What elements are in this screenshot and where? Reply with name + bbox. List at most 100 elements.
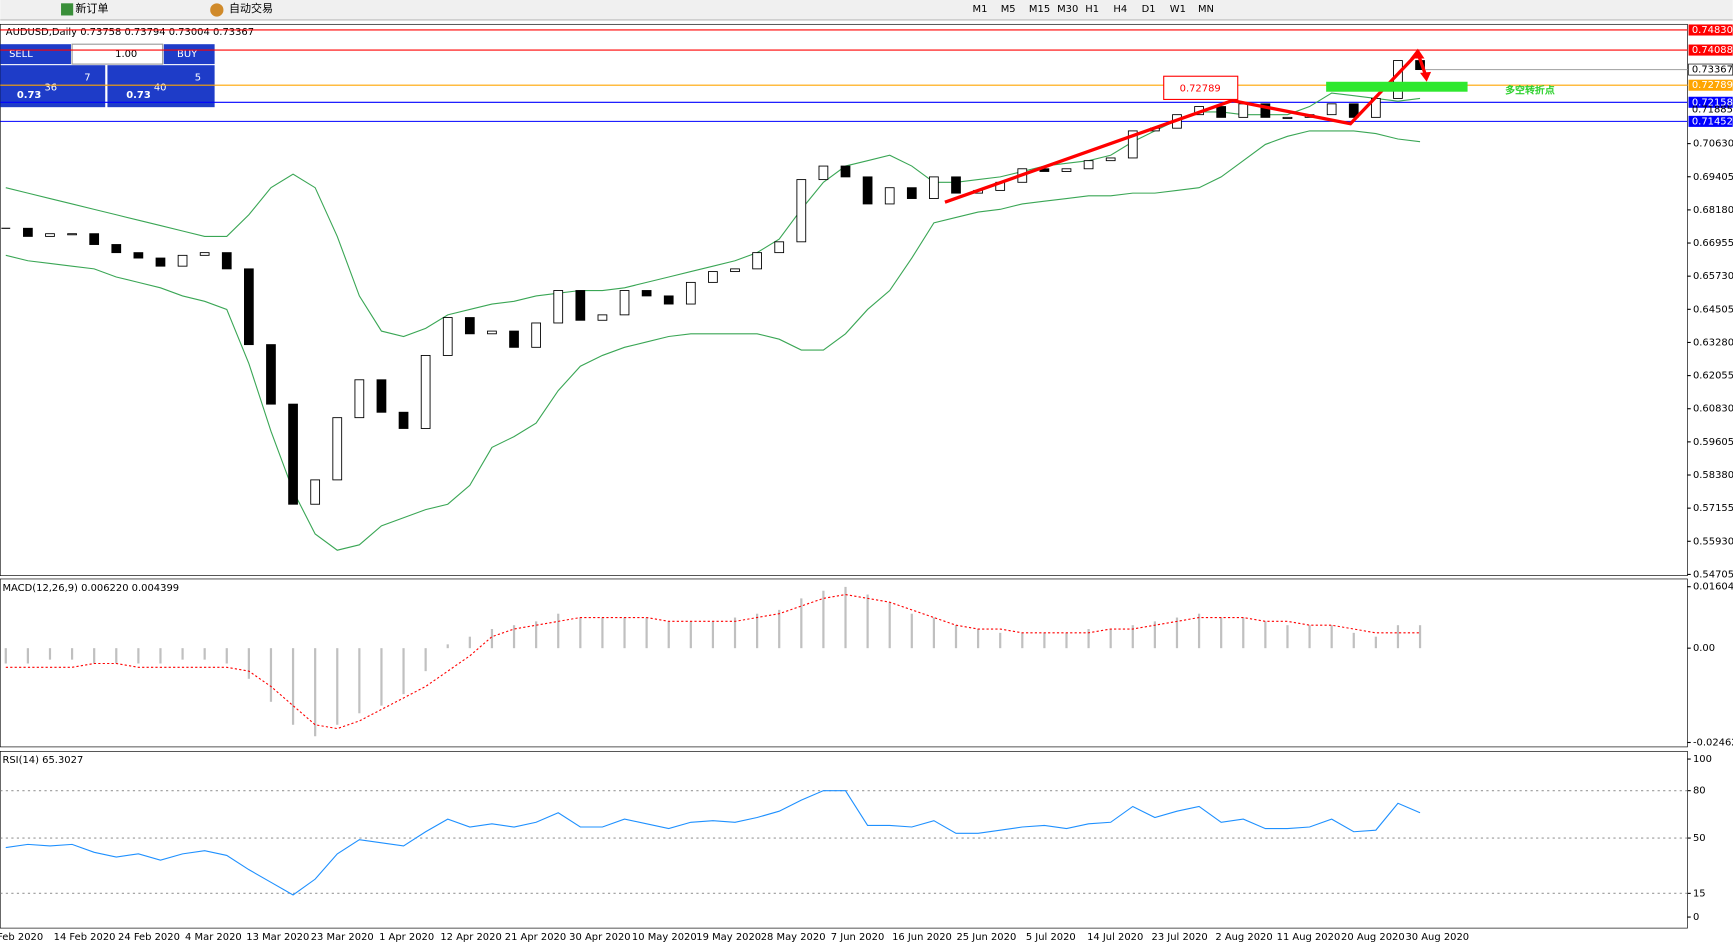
- candle: [641, 290, 652, 297]
- buy-price[interactable]: [107, 65, 215, 108]
- x-tick-label: 4 Mar 2020: [185, 932, 242, 943]
- candle: [310, 479, 321, 505]
- candle: [531, 322, 541, 348]
- y-tick-label: 80: [1693, 786, 1706, 797]
- macd-bar: [1197, 613, 1201, 649]
- macd-bar: [1418, 625, 1422, 649]
- candle: [155, 257, 166, 267]
- macd-bar: [1352, 632, 1355, 649]
- y-tick-label: 0.016048: [1693, 582, 1733, 593]
- timeframe-button[interactable]: H4: [1113, 4, 1127, 15]
- macd-bar: [667, 621, 670, 649]
- timeframe-button[interactable]: W1: [1170, 4, 1186, 15]
- x-tick-label: 25 Jun 2020: [956, 932, 1016, 943]
- x-tick-label: 24 Feb 2020: [118, 932, 180, 943]
- y-tick-label: 0.62055: [1693, 371, 1733, 382]
- macd-bar: [645, 617, 648, 649]
- timeframe-button[interactable]: M5: [1001, 4, 1016, 15]
- y-tick-label: 0.58380: [1693, 470, 1733, 481]
- x-tick-label: Feb 2020: [0, 932, 43, 943]
- macd-bar: [203, 648, 206, 660]
- x-tick-label: 2 Aug 2020: [1215, 932, 1272, 943]
- rsi-line: [5, 790, 1421, 896]
- buy-button[interactable]: [163, 44, 215, 65]
- timeframe-button[interactable]: MN: [1198, 4, 1214, 15]
- macd-bar: [800, 598, 803, 649]
- macd-bar: [756, 613, 759, 649]
- candle: [288, 403, 298, 505]
- auto-trading-button[interactable]: 自动交易: [229, 1, 273, 15]
- level-label: 0.74830: [1692, 25, 1733, 36]
- candle: [1127, 130, 1138, 159]
- symbol-info: AUDUSD,Daily 0.73758 0.73794 0.73004 0.7…: [6, 27, 254, 38]
- x-tick-label: 30 Aug 2020: [1405, 932, 1469, 943]
- candle: [884, 187, 895, 205]
- x-tick-label: 14 Jul 2020: [1087, 932, 1143, 943]
- new-order-icon[interactable]: [61, 3, 74, 16]
- indicator-title: RSI(14) 65.3027: [2, 755, 83, 766]
- macd-bar: [380, 648, 383, 706]
- macd-bar: [4, 648, 7, 664]
- candle: [199, 252, 210, 256]
- timeframe-button[interactable]: M1: [973, 4, 988, 15]
- macd-bar: [314, 648, 317, 737]
- macd-bar: [866, 594, 869, 649]
- sell-button[interactable]: [0, 44, 71, 65]
- bollinger-band: [5, 92, 1421, 338]
- candle: [244, 268, 254, 346]
- timeframe-button[interactable]: M15: [1029, 4, 1050, 15]
- macd-bar: [247, 648, 250, 679]
- macd-bar: [1286, 625, 1289, 649]
- sell-pips: 36: [44, 82, 57, 93]
- macd-bar: [1175, 617, 1179, 649]
- macd-bar: [1220, 617, 1223, 649]
- x-tick-label: 19 May 2020: [696, 932, 761, 943]
- candle: [464, 317, 475, 335]
- auto-trading-icon[interactable]: [210, 3, 224, 17]
- y-tick-label: 0.54705: [1693, 569, 1733, 580]
- candle: [67, 233, 77, 236]
- candle: [376, 379, 387, 413]
- y-tick-label: 100: [1693, 754, 1712, 765]
- macd-bar: [468, 636, 471, 649]
- x-tick-label: 16 Jun 2020: [892, 932, 952, 943]
- timeframe-button[interactable]: H1: [1085, 4, 1099, 15]
- candle: [1061, 168, 1072, 172]
- macd-bar: [26, 648, 29, 664]
- candle: [266, 344, 276, 405]
- candle: [708, 271, 718, 283]
- pivot-bar: [1326, 81, 1468, 92]
- candle: [1348, 103, 1359, 118]
- x-tick-label: 28 May 2020: [761, 932, 826, 943]
- y-tick-label: 0: [1693, 912, 1699, 923]
- candle: [45, 233, 55, 237]
- macd-bar: [225, 648, 228, 664]
- macd-bar: [402, 648, 405, 695]
- macd-bar: [159, 648, 162, 664]
- y-tick-label: 0.64505: [1693, 304, 1733, 315]
- timeframe-button[interactable]: M30: [1057, 4, 1078, 15]
- price-panel: [0, 23, 1688, 576]
- candle: [553, 290, 564, 324]
- macd-bar: [1065, 632, 1068, 649]
- macd-bar: [1131, 625, 1134, 649]
- toolbar: [0, 0, 1733, 20]
- macd-bar: [48, 648, 52, 660]
- macd-bar: [1264, 621, 1267, 649]
- sell-label[interactable]: SELL: [9, 49, 33, 60]
- macd-bar: [512, 625, 516, 649]
- lot-field[interactable]: [71, 43, 164, 65]
- sell-price[interactable]: [0, 65, 106, 108]
- candle: [398, 411, 409, 429]
- macd-bar: [424, 648, 427, 672]
- timeframe-button[interactable]: D1: [1142, 4, 1156, 15]
- macd-bar: [711, 621, 715, 649]
- new-order-button[interactable]: 新订单: [75, 1, 108, 15]
- y-tick-label: 0.63280: [1693, 337, 1733, 348]
- lot-value[interactable]: 1.00: [115, 49, 137, 60]
- buy-label[interactable]: BUY: [177, 49, 198, 60]
- candle: [1238, 103, 1249, 118]
- candle: [597, 314, 608, 321]
- drawings: 0.72789 多空转折点: [944, 48, 1555, 204]
- macd-bar: [93, 648, 96, 664]
